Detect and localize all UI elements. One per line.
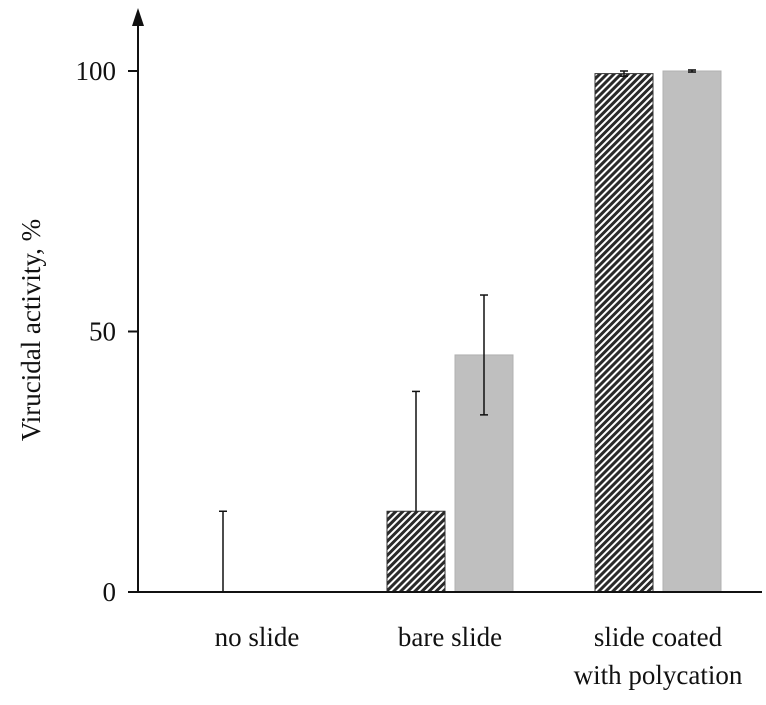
- y-tick-label: 50: [89, 317, 116, 347]
- category-label: no slide: [215, 622, 300, 652]
- y-axis-title: Virucidal activity, %: [16, 219, 46, 441]
- category-label: slide coated: [594, 622, 723, 652]
- bar-solid: [662, 70, 722, 593]
- y-tick-label: 100: [76, 56, 117, 86]
- bars-layer: [386, 70, 722, 593]
- y-axis-arrowhead: [132, 8, 144, 26]
- axes-layer: [132, 8, 762, 593]
- error-bars-layer: [219, 69, 696, 592]
- y-ticks-layer: 0 50 100: [76, 56, 138, 607]
- bar-hatched: [386, 510, 446, 593]
- bar-hatched: [594, 73, 654, 593]
- y-tick-label: 0: [103, 577, 117, 607]
- category-labels-layer: no slide bare slide slide coated with polyc…: [215, 622, 743, 690]
- category-label: with polycation: [574, 660, 743, 690]
- category-label: bare slide: [398, 622, 502, 652]
